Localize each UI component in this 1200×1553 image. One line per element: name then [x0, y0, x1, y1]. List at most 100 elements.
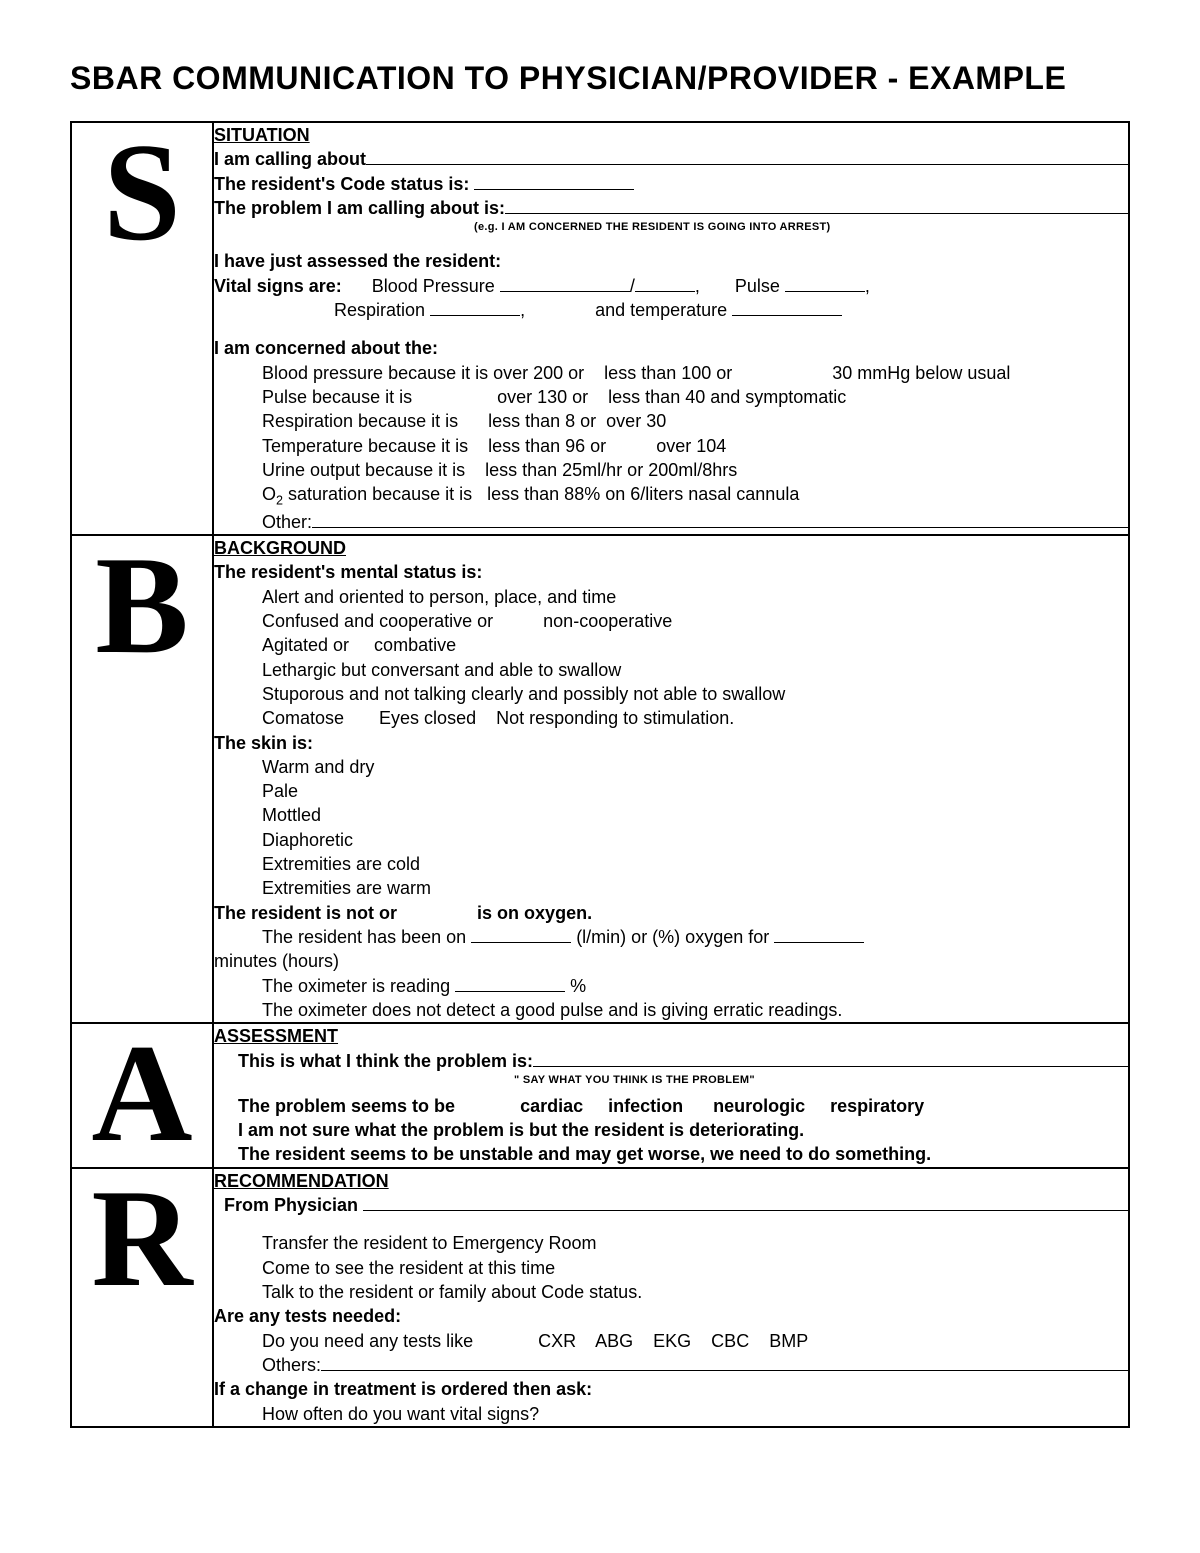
heading-assessment: ASSESSMENT	[214, 1024, 1128, 1048]
oximeter1-pct: %	[570, 976, 586, 996]
row-background: B BACKGROUND The resident's mental statu…	[71, 535, 1129, 1023]
mental-item-3: Lethargic but conversant and able to swa…	[262, 658, 1128, 682]
problem-line: The problem I am calling about is:	[214, 196, 1128, 220]
think-label: This is what I think the problem is:	[238, 1049, 533, 1073]
letter-cell-r: R	[71, 1168, 213, 1427]
code-status-label: The resident's Code status is:	[214, 174, 469, 194]
heading-situation: SITUATION	[214, 123, 1128, 147]
code-status-line: The resident's Code status is:	[214, 172, 1128, 196]
resp-label: Respiration	[334, 300, 425, 320]
content-situation: SITUATION I am calling about The residen…	[213, 122, 1129, 535]
assessed-label: I have just assessed the resident:	[214, 249, 1128, 273]
content-background: BACKGROUND The resident's mental status …	[213, 535, 1129, 1023]
unsure-line: I am not sure what the problem is but th…	[238, 1118, 1128, 1142]
oximeter-line2: The oximeter does not detect a good puls…	[262, 998, 1128, 1022]
vitals-label: Vital signs are:	[214, 276, 342, 296]
oximeter-line1: The oximeter is reading %	[262, 974, 1128, 998]
big-letter-a: A	[72, 1024, 212, 1164]
skin-item-5: Extremities are warm	[262, 876, 1128, 900]
row-situation: S SITUATION I am calling about The resid…	[71, 122, 1129, 535]
change-label: If a change in treatment is ordered then…	[214, 1377, 1128, 1401]
bp-blank1	[500, 274, 630, 292]
from-physician-label: From Physician	[224, 1193, 358, 1217]
other-blank	[312, 510, 1128, 528]
skin-item-4: Extremities are cold	[262, 852, 1128, 876]
skin-item-1: Pale	[262, 779, 1128, 803]
other-label: Other:	[262, 510, 312, 534]
mental-label: The resident's mental status is:	[214, 560, 1128, 584]
skin-item-2: Mottled	[262, 803, 1128, 827]
sbar-table: S SITUATION I am calling about The resid…	[70, 121, 1130, 1428]
bp-blank2	[635, 274, 695, 292]
oxygen-blank2	[774, 925, 864, 943]
content-recommendation: RECOMMENDATION From Physician Transfer t…	[213, 1168, 1129, 1427]
heading-background: BACKGROUND	[214, 536, 1128, 560]
temp-label: and temperature	[595, 300, 727, 320]
rec-item-0: Transfer the resident to Emergency Room	[262, 1231, 1128, 1255]
skin-item-3: Diaphoretic	[262, 828, 1128, 852]
mental-item-5: Comatose Eyes closed Not responding to s…	[262, 706, 1128, 730]
others-blank	[321, 1353, 1128, 1371]
heading-recommendation: RECOMMENDATION	[214, 1169, 1128, 1193]
oxygen-label: The resident is not or is on oxygen.	[214, 901, 1128, 925]
seems-line: The problem seems to be cardiac infectio…	[238, 1094, 1128, 1118]
oxygen-label-a: The resident is not or	[214, 903, 397, 923]
pulse-label: Pulse	[735, 276, 780, 296]
oxygen-line1: The resident has been on (l/min) or (%) …	[262, 925, 1128, 949]
problem-blank	[505, 196, 1128, 214]
code-status-blank	[474, 172, 634, 190]
concerned-label: I am concerned about the:	[214, 336, 1128, 360]
concern-urine: Urine output because it is less than 25m…	[262, 458, 1128, 482]
oxygen-line1-b: (l/min) or (%) oxygen for	[576, 927, 769, 947]
think-blank	[533, 1049, 1128, 1067]
big-letter-r: R	[72, 1169, 212, 1309]
pulse-blank	[785, 274, 865, 292]
big-letter-b: B	[72, 536, 212, 676]
problem-example-note: (e.g. I AM CONCERNED THE RESIDENT IS GOI…	[474, 220, 1128, 235]
letter-cell-a: A	[71, 1023, 213, 1167]
from-physician-line: From Physician	[224, 1193, 1128, 1217]
others-label: Others:	[262, 1353, 321, 1377]
skin-label: The skin is:	[214, 731, 1128, 755]
oximeter1-text: The oximeter is reading	[262, 976, 450, 996]
rec-item-2: Talk to the resident or family about Cod…	[262, 1280, 1128, 1304]
oxygen-line2: minutes (hours)	[214, 949, 1128, 973]
vitals-line2: Respiration , and temperature	[334, 298, 1128, 322]
content-assessment: ASSESSMENT This is what I think the prob…	[213, 1023, 1129, 1167]
unstable-line: The resident seems to be unstable and ma…	[238, 1142, 1128, 1166]
rec-item-1: Come to see the resident at this time	[262, 1256, 1128, 1280]
oxygen-blank1	[471, 925, 571, 943]
concern-other: Other:	[262, 510, 1128, 534]
calling-about-blank	[366, 147, 1128, 165]
mental-item-1: Confused and cooperative or non-cooperat…	[262, 609, 1128, 633]
temp-blank	[732, 298, 842, 316]
letter-cell-s: S	[71, 122, 213, 535]
from-physician-blank	[363, 1193, 1128, 1211]
page-title: SBAR COMMUNICATION TO PHYSICIAN/PROVIDER…	[70, 60, 1130, 97]
mental-item-0: Alert and oriented to person, place, and…	[262, 585, 1128, 609]
concern-bp: Blood pressure because it is over 200 or…	[262, 361, 1128, 385]
concern-pulse: Pulse because it is over 130 or less tha…	[262, 385, 1128, 409]
oxygen-label-b: is on oxygen.	[477, 903, 592, 923]
think-line: This is what I think the problem is:	[238, 1049, 1128, 1073]
row-recommendation: R RECOMMENDATION From Physician Transfer…	[71, 1168, 1129, 1427]
bp-label: Blood Pressure	[372, 276, 495, 296]
others-line: Others:	[262, 1353, 1128, 1377]
tests-label: Are any tests needed:	[214, 1304, 1128, 1328]
mental-item-2: Agitated or combative	[262, 633, 1128, 657]
resp-blank	[430, 298, 520, 316]
tests-line: Do you need any tests like CXR ABG EKG C…	[262, 1329, 1128, 1353]
oximeter-blank	[455, 974, 565, 992]
vitals-line1: Vital signs are: Blood Pressure /, Pulse…	[214, 274, 1128, 298]
concern-temp: Temperature because it is less than 96 o…	[262, 434, 1128, 458]
concern-o2: O2 saturation because it is less than 88…	[262, 482, 1128, 510]
calling-about-line: I am calling about	[214, 147, 1128, 171]
oxygen-line1-a: The resident has been on	[262, 927, 466, 947]
row-assessment: A ASSESSMENT This is what I think the pr…	[71, 1023, 1129, 1167]
change-item: How often do you want vital signs?	[262, 1402, 1128, 1426]
problem-label: The problem I am calling about is:	[214, 196, 505, 220]
letter-cell-b: B	[71, 535, 213, 1023]
calling-about-label: I am calling about	[214, 147, 366, 171]
mental-item-4: Stuporous and not talking clearly and po…	[262, 682, 1128, 706]
skin-item-0: Warm and dry	[262, 755, 1128, 779]
